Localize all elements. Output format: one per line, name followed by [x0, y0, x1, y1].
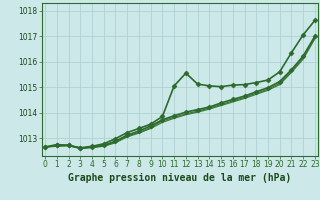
X-axis label: Graphe pression niveau de la mer (hPa): Graphe pression niveau de la mer (hPa): [68, 173, 292, 183]
